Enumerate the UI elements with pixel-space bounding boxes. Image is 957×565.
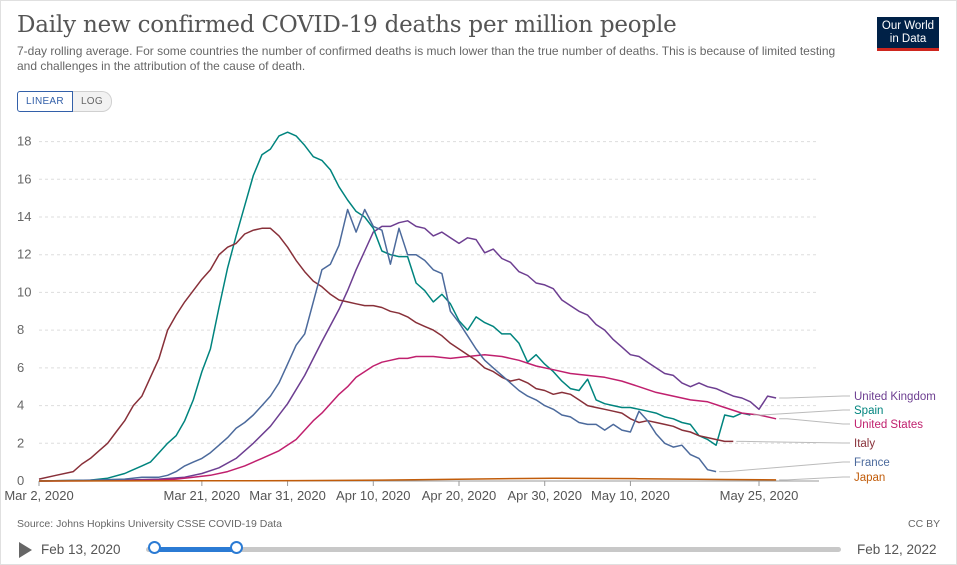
label-connector [779, 418, 850, 425]
linear-button[interactable]: LINEAR [17, 91, 73, 112]
x-tick-label: Mar 2, 2020 [4, 488, 73, 503]
y-tick-label: 6 [17, 360, 24, 375]
y-tick-label: 18 [17, 134, 31, 149]
timeline-selected-range [155, 547, 237, 552]
gridlines [39, 141, 819, 482]
x-axis-ticks: Mar 2, 2020 Mar 21, 2020 Mar 31, 2020 Apr 1… [4, 481, 798, 503]
series-line-france[interactable] [38, 208, 717, 482]
series-lines [38, 131, 777, 482]
x-tick-label: Apr 10, 2020 [336, 488, 410, 503]
source-note: Source: Johns Hopkins University CSSE CO… [17, 518, 282, 530]
x-tick-label: May 10, 2020 [591, 488, 670, 503]
series-label-spain[interactable]: Spain [854, 405, 883, 417]
chart-title: Daily new confirmed COVID-19 deaths per … [17, 12, 677, 38]
label-connector [736, 440, 850, 444]
y-tick-label: 2 [17, 435, 24, 450]
series-line-united-states[interactable] [38, 353, 777, 482]
chart-subtitle: 7-day rolling average. For some countrie… [17, 44, 836, 73]
timeline: Feb 13, 2020 Feb 12, 2022 [0, 536, 957, 564]
logo-line-2: in Data [889, 33, 927, 45]
x-tick-label: May 25, 2020 [720, 488, 799, 503]
series-label-italy[interactable]: Italy [854, 438, 875, 450]
label-connector [779, 395, 850, 399]
y-tick-label: 14 [17, 209, 31, 224]
x-tick-label: Apr 30, 2020 [507, 488, 581, 503]
x-tick-label: Mar 31, 2020 [249, 488, 326, 503]
logo-line-1: Our World [881, 20, 935, 32]
y-tick-label: 10 [17, 284, 31, 299]
scale-toggle: LINEAR LOG [17, 91, 112, 112]
series-line-spain[interactable] [38, 131, 751, 482]
y-tick-label: 12 [17, 247, 31, 262]
label-connector [719, 461, 850, 473]
series-label-united-kingdom[interactable]: United Kingdom [854, 391, 936, 403]
series-labels: United Kingdom Spain United States Italy Fra… [719, 391, 936, 484]
label-connector [753, 409, 850, 416]
log-button[interactable]: LOG [72, 91, 112, 112]
series-line-united-kingdom[interactable] [38, 220, 777, 482]
series-line-japan[interactable] [38, 477, 777, 482]
play-icon[interactable] [19, 542, 32, 558]
timeline-start-handle[interactable] [148, 541, 161, 554]
y-tick-label: 4 [17, 398, 24, 413]
y-tick-label: 8 [17, 322, 24, 337]
owid-logo[interactable]: Our World in Data [877, 17, 939, 51]
timeline-end-handle[interactable] [230, 541, 243, 554]
series-label-united-states[interactable]: United States [854, 419, 923, 431]
y-tick-label: 16 [17, 171, 31, 186]
license-link[interactable]: CC BY [908, 518, 941, 530]
series-line-italy[interactable] [38, 227, 734, 480]
y-axis-ticks: 0 2 4 6 8 10 12 14 16 18 [17, 134, 31, 488]
timeline-track[interactable] [146, 547, 841, 552]
x-tick-label: Apr 20, 2020 [422, 488, 496, 503]
x-tick-label: Mar 21, 2020 [164, 488, 241, 503]
timeline-end-date: Feb 12, 2022 [857, 542, 937, 557]
timeline-start-date: Feb 13, 2020 [41, 542, 121, 557]
series-label-france[interactable]: France [854, 457, 890, 469]
series-label-japan[interactable]: Japan [854, 472, 885, 484]
label-connector [779, 476, 850, 481]
y-tick-label: 0 [17, 473, 24, 488]
